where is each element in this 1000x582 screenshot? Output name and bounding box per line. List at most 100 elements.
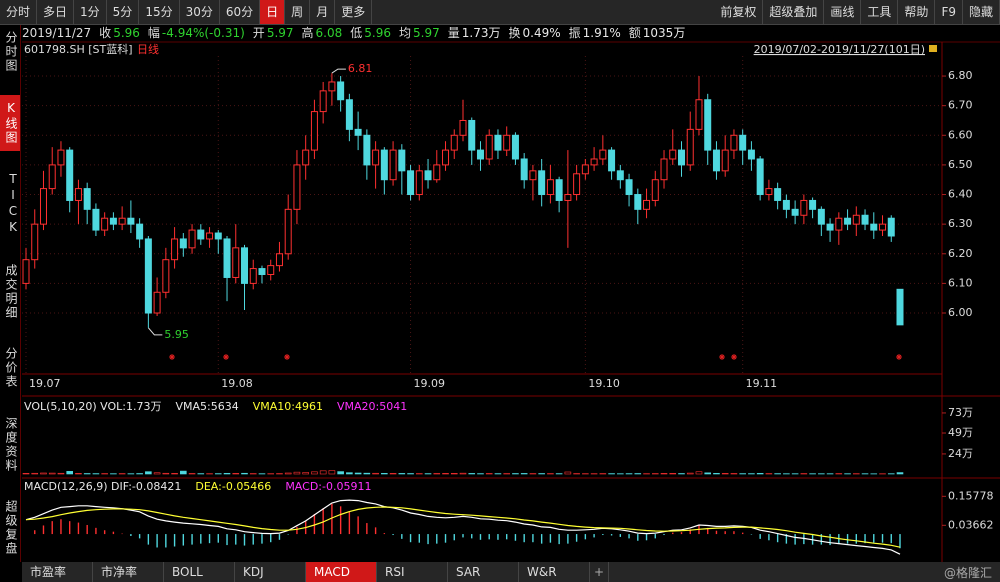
indicator-tab[interactable]: 市盈率 <box>22 562 93 582</box>
period-button[interactable]: 1分 <box>74 0 107 24</box>
quote-item: 低 5.96 <box>350 25 391 42</box>
volume-bar <box>372 472 379 475</box>
candle-body <box>747 149 755 160</box>
candle-body <box>415 170 423 196</box>
y-tick-label: 73万 <box>948 406 973 419</box>
side-tab[interactable]: 成交明细 <box>4 263 18 320</box>
quote-label: 高 <box>301 26 314 40</box>
event-marker <box>284 354 290 360</box>
candle-body <box>118 217 126 225</box>
add-tab[interactable]: + <box>590 562 609 582</box>
quote-value: 5.96 <box>113 26 140 40</box>
volume-bar <box>407 473 414 475</box>
tool-button[interactable]: 隐藏 <box>963 0 1000 24</box>
volume-bar <box>31 472 39 475</box>
legend-entry: MACD:-0.05911 <box>285 480 371 493</box>
quote-label: 开 <box>252 26 265 40</box>
candle-body <box>74 188 82 201</box>
candle-body <box>83 188 91 210</box>
volume-bar <box>433 473 441 475</box>
indicator-tab[interactable]: SAR <box>448 562 519 582</box>
period-button[interactable]: 日 <box>260 0 286 24</box>
candle-body <box>319 90 327 113</box>
candle-body <box>590 158 598 166</box>
candle-body <box>520 158 528 181</box>
indicator-tab[interactable]: W&R <box>519 562 590 582</box>
candle-body <box>809 199 817 210</box>
candle-body <box>153 291 161 314</box>
candle-body <box>144 238 152 314</box>
event-marker <box>223 354 229 360</box>
sidebar: 分时图 K线图 TICK 成交明细分价表深度资料超级复盘 <box>0 25 21 562</box>
tool-button[interactable]: 帮助 <box>898 0 936 24</box>
side-tab[interactable]: 深度资料 <box>4 416 18 473</box>
legend-entry: VMA20:5041 <box>337 400 407 413</box>
candle-body <box>817 208 825 225</box>
period-button[interactable]: 月 <box>310 0 336 24</box>
y-tick-label: 24万 <box>948 447 973 460</box>
date-range: 2019/07/02-2019/11/27(101日) <box>754 43 925 56</box>
candle-body <box>407 170 415 196</box>
tool-button[interactable]: F9 <box>935 0 963 24</box>
tool-button[interactable]: 画线 <box>824 0 862 24</box>
candle-body <box>66 149 74 201</box>
candle-body <box>538 170 546 196</box>
indicator-tab[interactable]: MACD <box>306 562 377 582</box>
x-tick-label: 19.07 <box>29 377 61 390</box>
quote-value: 5.97 <box>413 26 440 40</box>
side-tab[interactable]: K线图 <box>0 94 20 151</box>
period-button[interactable]: 分时 <box>0 0 38 24</box>
tool-button[interactable]: 超级叠加 <box>763 0 825 24</box>
quote-label: 幅 <box>147 26 160 40</box>
event-marker <box>896 354 902 360</box>
candle-body <box>870 223 878 231</box>
volume-bar <box>389 473 397 475</box>
volume-bar <box>896 472 904 475</box>
side-tab[interactable]: 分价表 <box>4 347 18 389</box>
period-button[interactable]: 周 <box>285 0 311 24</box>
volume-bar <box>381 473 388 475</box>
stock-code: 601798.SH [ST蓝科] <box>24 42 133 56</box>
volume-bar <box>669 473 677 475</box>
candle-body <box>529 170 537 181</box>
candle-body <box>573 173 581 196</box>
side-tab[interactable]: 分时图 <box>4 31 18 73</box>
volume-bar <box>284 472 292 475</box>
period-button[interactable]: 多日 <box>37 0 75 24</box>
volume-bar <box>145 471 152 475</box>
candle-body <box>232 247 240 278</box>
tool-button[interactable]: 工具 <box>861 0 899 24</box>
indicator-tab[interactable]: BOLL <box>164 562 235 582</box>
period-button[interactable]: 15分 <box>139 0 180 24</box>
quote-item: 幅 -4.94%(-0.31) <box>148 25 245 42</box>
volume-bar <box>354 472 362 475</box>
period-button[interactable]: 更多 <box>335 0 373 24</box>
indicator-tab[interactable]: KDJ <box>235 562 306 582</box>
candle-body <box>739 134 747 151</box>
candle-body <box>162 259 170 293</box>
y-tick-label: 6.50 <box>948 158 973 171</box>
y-tick-label: 6.00 <box>948 306 973 319</box>
volume-bar <box>171 473 178 475</box>
legend-entry: VMA5:5634 <box>176 400 239 413</box>
candle-body <box>844 217 852 225</box>
indicator-tab[interactable]: RSI <box>377 562 448 582</box>
period-button[interactable]: 5分 <box>107 0 140 24</box>
period-button[interactable]: 30分 <box>180 0 220 24</box>
candle-body <box>879 223 887 231</box>
volume-bar <box>293 471 301 475</box>
legend-entry: MACD(12,26,9) DIF:-0.08421 <box>24 480 181 493</box>
period-button[interactable]: 60分 <box>220 0 261 24</box>
quote-label: 均 <box>399 26 412 40</box>
candle-body <box>494 134 502 151</box>
side-tab[interactable]: 超级复盘 <box>4 500 18 556</box>
candle-body <box>791 208 799 216</box>
side-tab[interactable]: TICK <box>6 172 20 236</box>
candle-body <box>372 149 380 166</box>
indicator-tab[interactable]: 市净率 <box>93 562 164 582</box>
candle-body <box>564 194 572 201</box>
candle-body <box>328 81 336 92</box>
quote-value: 6.08 <box>315 26 343 40</box>
tool-button[interactable]: 前复权 <box>714 0 764 24</box>
volume-bar <box>57 472 65 475</box>
